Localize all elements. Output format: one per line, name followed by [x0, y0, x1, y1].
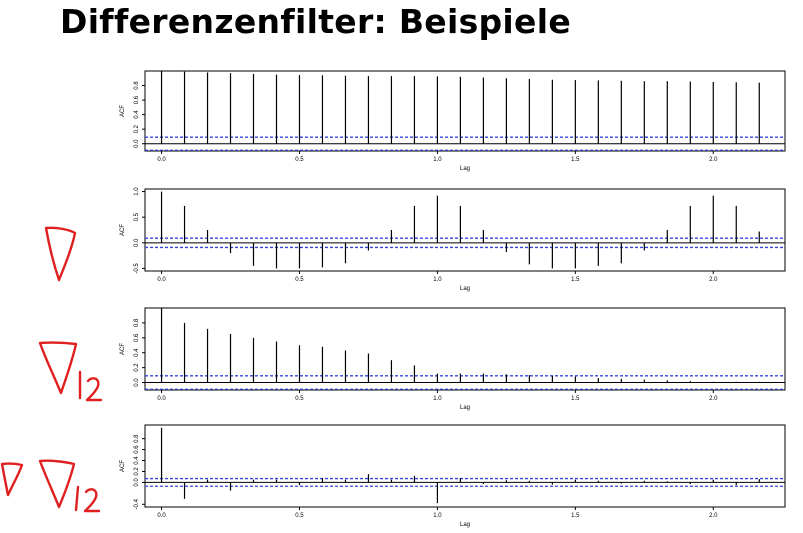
y-tick-label: 0.8: [134, 318, 140, 327]
y-tick-label: 0.2: [134, 363, 140, 372]
y-axis-label: ACF: [120, 460, 126, 472]
x-tick-label: 1.0: [433, 513, 442, 519]
y-tick-label: -0.4: [134, 498, 140, 509]
x-tick-label: 1.5: [571, 396, 580, 402]
x-tick-label: 1.0: [433, 396, 442, 402]
y-tick-label: 0.0: [134, 139, 140, 148]
x-tick-label: 0.0: [157, 513, 166, 519]
y-tick-label: 0.4: [134, 348, 140, 357]
acf-chart-3: 0.0 0.5 1.0 1.5 2.0 Lag 0.0 0.2 0.4 0.6 0.8 ACF: [120, 307, 786, 411]
y-tick-label: 0.2: [134, 124, 140, 133]
acf-chart-2: 0.0 0.5 1.0 1.5 2.0 Lag -0.5 0.0 0.5 1.0 ACF: [120, 187, 786, 292]
x-tick-label: 1.5: [571, 277, 580, 283]
y-tick-label: 0.6: [134, 445, 140, 454]
x-tick-label: 0.0: [157, 396, 166, 402]
plot-frame: [144, 307, 786, 391]
x-tick-label: 2.0: [709, 396, 718, 402]
y-tick-label: 0.0: [134, 238, 140, 247]
x-axis-label: Lag: [460, 166, 470, 172]
y-axis-label: ACF: [120, 224, 126, 236]
y-tick-label: 0.2: [134, 467, 140, 476]
x-tick-label: 0.5: [295, 513, 304, 519]
plot-frame: [144, 70, 786, 152]
y-tick-label: -0.5: [134, 263, 140, 274]
x-tick-label: 1.0: [433, 157, 442, 163]
x-tick-label: 0.5: [295, 277, 304, 283]
x-tick-label: 1.5: [571, 513, 580, 519]
acf-chart-1: 0.0 0.5 1.0 1.5 2.0 Lag 0.0 0.2 0.4 0.6 0.8 ACF: [120, 70, 786, 172]
y-tick-label: 0.6: [134, 95, 140, 104]
x-tick-label: 1.0: [433, 277, 442, 283]
y-axis-label: ACF: [120, 105, 126, 117]
y-tick-label: 0.4: [134, 456, 140, 465]
x-tick-label: 0.0: [157, 277, 166, 283]
y-tick-label: 1.0: [134, 187, 140, 196]
x-axis-label: Lag: [460, 405, 470, 411]
x-tick-label: 2.0: [709, 157, 718, 163]
x-tick-label: 2.0: [709, 513, 718, 519]
x-axis-label: Lag: [460, 286, 470, 292]
y-tick-label: 0.6: [134, 333, 140, 342]
y-tick-label: 0.0: [134, 478, 140, 487]
y-tick-label: 0.4: [134, 110, 140, 119]
x-axis-label: Lag: [460, 522, 470, 528]
plot-frame: [144, 188, 786, 272]
y-tick-label: 0.8: [134, 81, 140, 90]
y-tick-label: 0.5: [134, 212, 140, 221]
y-tick-label: 0.0: [134, 378, 140, 387]
slide-title: Differenzenfilter: Beispiele: [60, 2, 572, 41]
y-axis-label: ACF: [120, 343, 126, 355]
acf-chart-4: 0.0 0.5 1.0 1.5 2.0 Lag -0.4 0.0 0.2 0.4 0.6 0.8 ACF: [120, 424, 786, 528]
x-tick-label: 2.0: [709, 277, 718, 283]
x-tick-label: 0.5: [295, 157, 304, 163]
x-tick-label: 1.5: [571, 157, 580, 163]
plot-frame: [144, 424, 786, 508]
x-tick-label: 0.0: [157, 157, 166, 163]
y-tick-label: 0.8: [134, 434, 140, 443]
x-tick-label: 0.5: [295, 396, 304, 402]
